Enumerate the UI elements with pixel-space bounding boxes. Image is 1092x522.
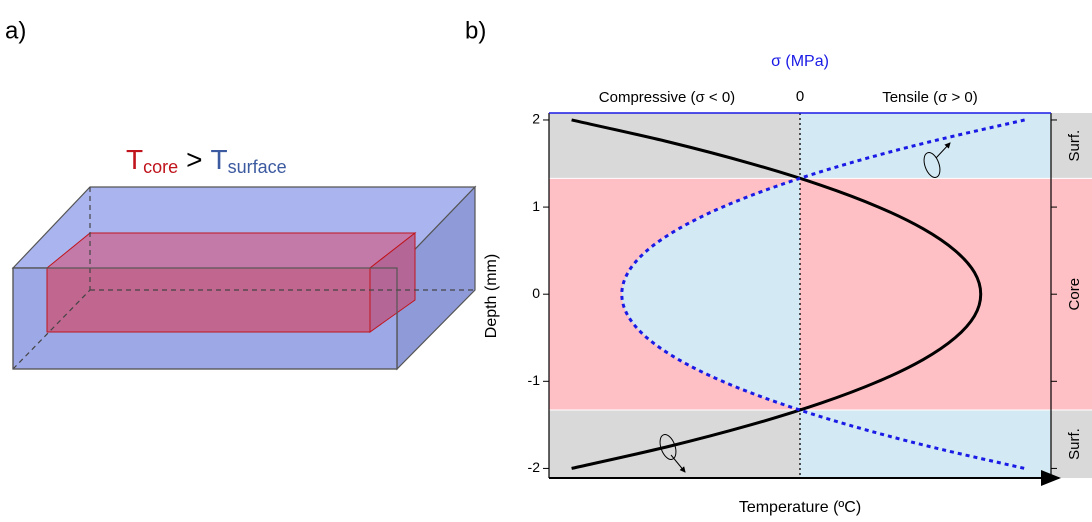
panel-label: a) xyxy=(5,17,26,44)
region-label: Surf. xyxy=(1066,130,1083,162)
panel-b: b) σ (MPa) Compressive (σ < 0) Tensile (… xyxy=(465,17,1092,516)
y-tick-label: 1 xyxy=(532,198,540,214)
x-axis-title: Temperature (ºC) xyxy=(739,499,861,516)
core-sub: core xyxy=(143,157,178,177)
core-symbol: T xyxy=(126,144,143,175)
compressive-label: Compressive (σ < 0) xyxy=(599,89,735,106)
panel-label: b) xyxy=(465,17,486,44)
inner-top xyxy=(45,232,417,269)
series-marker-arrow xyxy=(935,142,951,159)
y-tick-label: 0 xyxy=(532,285,540,301)
top-tick-label: 0 xyxy=(796,88,804,105)
relation: > xyxy=(186,144,202,175)
series-marker-arrow xyxy=(670,454,686,473)
panel-a: a) Tcore > Tsurface xyxy=(5,17,477,371)
outer-front-edge xyxy=(12,267,398,370)
y-tick-label: 2 xyxy=(532,111,540,127)
hidden-edges xyxy=(12,187,475,370)
surface-symbol: T xyxy=(210,144,227,175)
series-marker xyxy=(659,434,677,460)
surface-sub: surface xyxy=(228,157,287,177)
series-marker xyxy=(923,152,941,178)
curve xyxy=(571,118,983,470)
top-axis-title: σ (MPa) xyxy=(771,53,829,70)
inner-front xyxy=(46,267,371,333)
curve xyxy=(620,118,1025,470)
y-tick-label: -1 xyxy=(528,372,541,388)
heading: Tcore > Tsurface xyxy=(126,144,287,176)
region-label: Surf. xyxy=(1066,428,1083,460)
y-axis-title: Depth (mm) xyxy=(483,254,500,338)
tensile-label: Tensile (σ > 0) xyxy=(882,89,978,106)
y-tick-label: -2 xyxy=(528,459,541,475)
region-label: Core xyxy=(1066,278,1083,311)
